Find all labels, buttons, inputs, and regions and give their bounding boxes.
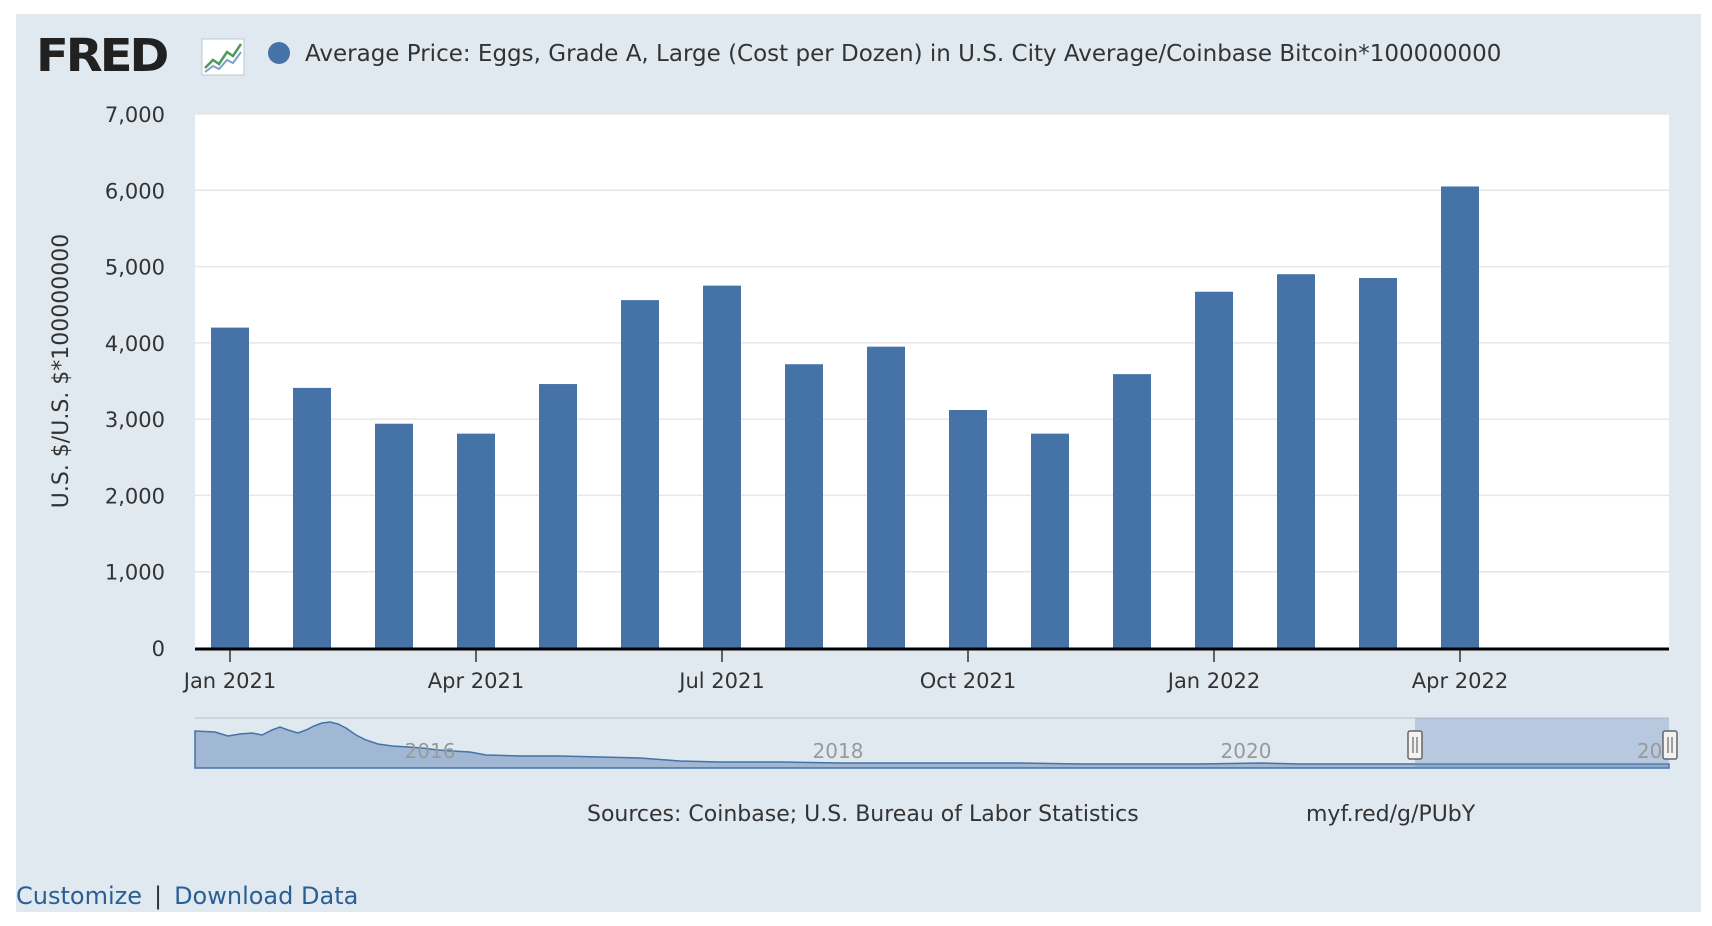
- bar: [211, 327, 249, 648]
- navigator-year-label: 2020: [1221, 739, 1272, 763]
- sources-text: Sources: Coinbase; U.S. Bureau of Labor …: [587, 802, 1139, 827]
- y-tick-label: 6,000: [105, 179, 165, 203]
- legend-series-label: Average Price: Eggs, Grade A, Large (Cos…: [305, 41, 1502, 67]
- bar: [1359, 278, 1397, 648]
- y-tick-label: 3,000: [105, 408, 165, 432]
- bar: [1031, 433, 1069, 648]
- bar: [539, 384, 577, 648]
- plot-area: [195, 114, 1669, 648]
- navigator-year-label: 2018: [813, 739, 864, 763]
- bar: [703, 285, 741, 648]
- y-tick-label: 7,000: [105, 103, 165, 127]
- download-data-link[interactable]: Download Data: [174, 882, 359, 910]
- x-tick-label: Jan 2021: [182, 669, 277, 693]
- y-tick-label: 4,000: [105, 332, 165, 356]
- navigator-left-handle[interactable]: [1407, 730, 1423, 760]
- footer-links: Customize | Download Data: [16, 882, 358, 910]
- short-link[interactable]: myf.red/g/PUbY: [1306, 802, 1476, 827]
- x-tick-label: Oct 2021: [920, 669, 1016, 693]
- y-tick-label: 1,000: [105, 561, 165, 585]
- x-tick-label: Apr 2022: [1412, 669, 1508, 693]
- y-tick-label: 5,000: [105, 256, 165, 280]
- x-tick-label: Jul 2021: [677, 669, 764, 693]
- y-tick-label: 2,000: [105, 484, 165, 508]
- bar: [457, 433, 495, 648]
- trend-graph-icon: [201, 38, 245, 76]
- x-tick-label: Jan 2022: [1166, 669, 1261, 693]
- customize-link[interactable]: Customize: [16, 882, 142, 910]
- bar: [1441, 186, 1479, 648]
- bar: [949, 409, 987, 648]
- bar: [293, 387, 331, 648]
- legend-series-marker: [268, 42, 290, 64]
- bar: [867, 346, 905, 648]
- bar: [785, 364, 823, 648]
- navigator-year-label: 2016: [405, 739, 456, 763]
- y-axis-label: U.S. $/U.S. $*100000000: [49, 234, 74, 508]
- y-tick-label: 0: [152, 637, 165, 661]
- x-tick-label: Apr 2021: [428, 669, 524, 693]
- fred-logo[interactable]: FRED: [36, 29, 169, 83]
- navigator-series-area: [194, 721, 1670, 769]
- bar: [1277, 274, 1315, 648]
- bar: [375, 423, 413, 648]
- footer-separator: |: [153, 882, 163, 910]
- navigator-right-handle[interactable]: [1662, 730, 1678, 760]
- navigator-selected-range: [1415, 718, 1669, 768]
- bar: [1195, 291, 1233, 648]
- bar: [621, 300, 659, 648]
- bar: [1113, 374, 1151, 648]
